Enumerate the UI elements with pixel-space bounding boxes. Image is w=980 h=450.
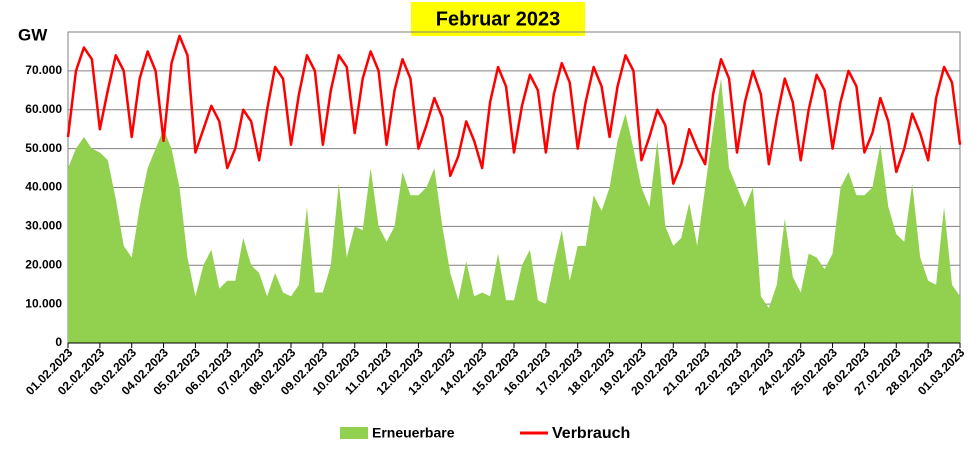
legend-label: Erneuerbare (372, 425, 455, 441)
y-tick-label: 0 (55, 335, 62, 349)
chart-title: Februar 2023 (436, 8, 561, 30)
y-tick-label: 50.000 (25, 141, 62, 155)
y-tick-label: 70.000 (25, 63, 62, 77)
y-tick-label: 10.000 (25, 296, 62, 310)
y-tick-label: 30.000 (25, 219, 62, 233)
y-tick-label: 20.000 (25, 257, 62, 271)
legend-label: Verbrauch (552, 425, 630, 442)
area (68, 78, 960, 344)
y-tick-label: 60.000 (25, 102, 62, 116)
y-axis-label: GW (18, 25, 48, 44)
y-tick-label: 40.000 (25, 180, 62, 194)
line (66, 34, 962, 185)
legend-swatch (340, 427, 368, 439)
title-box (411, 2, 585, 36)
